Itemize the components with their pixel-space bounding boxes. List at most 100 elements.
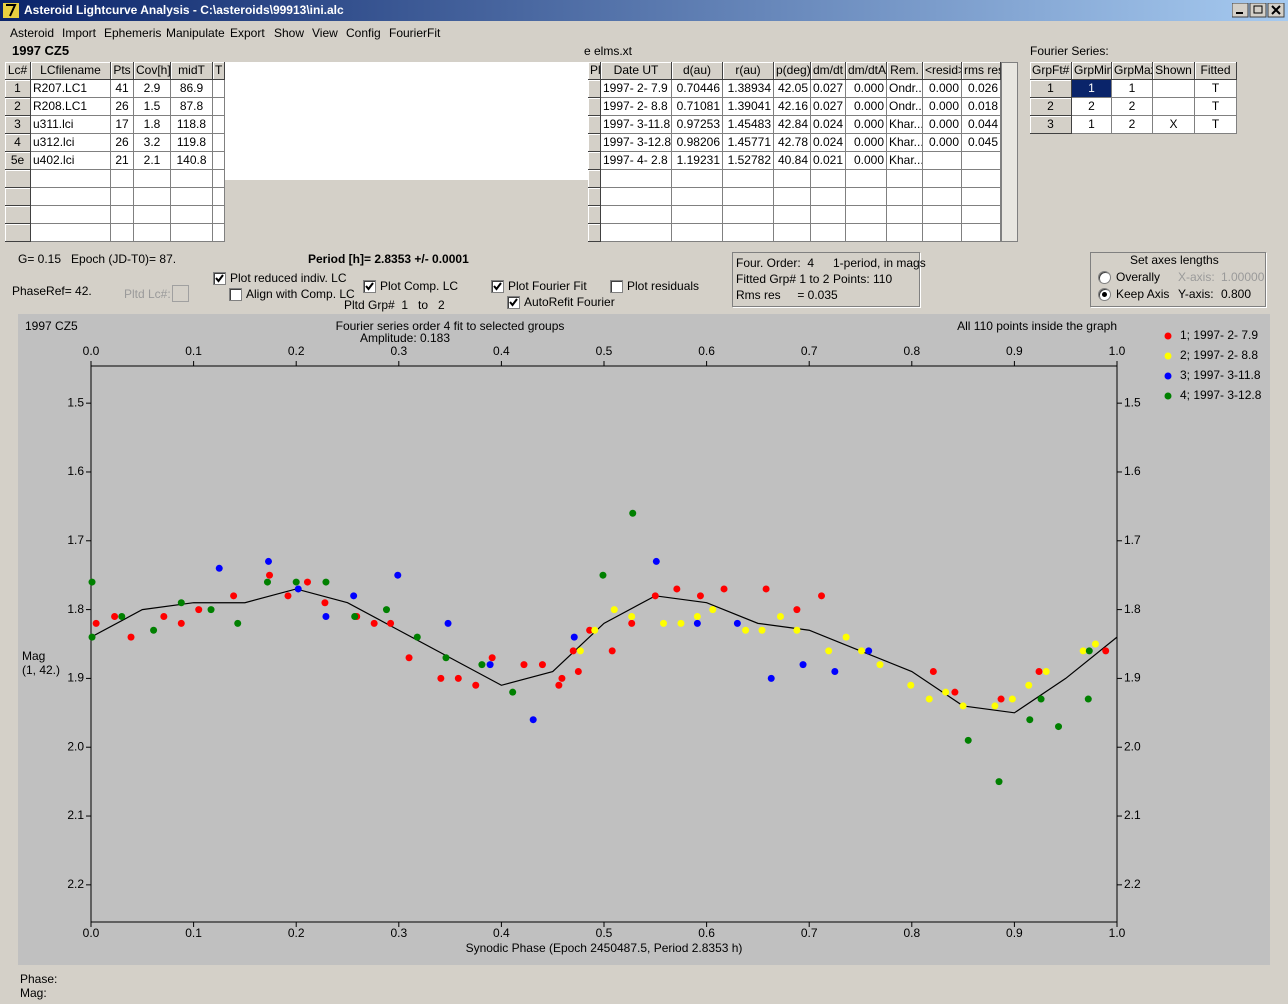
table-cell[interactable]: 0.045: [962, 134, 1001, 152]
table-cell[interactable]: 0.024: [811, 116, 846, 134]
table-cell[interactable]: 0.027: [811, 98, 846, 116]
table-cell[interactable]: [962, 152, 1001, 170]
table-cell[interactable]: [774, 188, 811, 206]
table-cell[interactable]: 40.84: [774, 152, 811, 170]
table-cell[interactable]: 1.39041: [723, 98, 774, 116]
table-cell[interactable]: 41: [111, 80, 134, 98]
table-cell[interactable]: [774, 224, 811, 242]
table-cell[interactable]: [171, 206, 213, 224]
menu-item[interactable]: View: [312, 26, 338, 40]
table-cell[interactable]: 1: [1112, 80, 1153, 98]
table-cell[interactable]: [134, 188, 171, 206]
table-cell[interactable]: 87.8: [171, 98, 213, 116]
row-header[interactable]: 1: [5, 80, 31, 98]
row-header[interactable]: [588, 134, 601, 152]
row-header[interactable]: 3: [5, 116, 31, 134]
table-cell[interactable]: [31, 224, 111, 242]
table-cell[interactable]: 86.9: [171, 80, 213, 98]
table-cell[interactable]: 1.45771: [723, 134, 774, 152]
scrollbar[interactable]: [1001, 62, 1018, 242]
table-cell[interactable]: [672, 170, 723, 188]
table-cell[interactable]: [811, 188, 846, 206]
window-buttons[interactable]: [1232, 3, 1286, 18]
menu-item[interactable]: Config: [346, 26, 381, 40]
table-cell[interactable]: Khar...: [887, 116, 923, 134]
row-header[interactable]: [5, 206, 31, 224]
row-header[interactable]: [588, 224, 601, 242]
table-cell[interactable]: [31, 188, 111, 206]
menu-item[interactable]: Export: [230, 26, 265, 40]
table-cell[interactable]: u312.lci: [31, 134, 111, 152]
table-cell[interactable]: 118.8: [171, 116, 213, 134]
table-cell[interactable]: [213, 152, 225, 170]
table-cell[interactable]: [923, 152, 962, 170]
table-cell[interactable]: 0.018: [962, 98, 1001, 116]
table-cell[interactable]: [31, 170, 111, 188]
row-header[interactable]: [5, 170, 31, 188]
table-cell[interactable]: Khar...: [887, 134, 923, 152]
table-cell[interactable]: 0.021: [811, 152, 846, 170]
table-cell[interactable]: [923, 170, 962, 188]
table-cell[interactable]: [723, 206, 774, 224]
table-cell[interactable]: 1.19231: [672, 152, 723, 170]
table-cell[interactable]: [774, 206, 811, 224]
table-cell[interactable]: 0.71081: [672, 98, 723, 116]
table-cell[interactable]: [846, 224, 887, 242]
row-header[interactable]: 2: [1030, 98, 1072, 116]
row-header[interactable]: [588, 80, 601, 98]
table-cell[interactable]: [111, 188, 134, 206]
table-cell[interactable]: [134, 206, 171, 224]
table-cell[interactable]: 0.000: [923, 116, 962, 134]
table-cell[interactable]: 0.027: [811, 80, 846, 98]
table-cell[interactable]: 42.05: [774, 80, 811, 98]
table-cell[interactable]: 0.000: [923, 134, 962, 152]
table-cell[interactable]: [723, 188, 774, 206]
table-cell[interactable]: 1997- 2- 8.8: [601, 98, 672, 116]
table-cell[interactable]: 0.000: [846, 98, 887, 116]
table-cell[interactable]: [846, 188, 887, 206]
table-cell[interactable]: 1.8: [134, 116, 171, 134]
table-cell[interactable]: 1: [1072, 80, 1112, 98]
table-cell[interactable]: [887, 206, 923, 224]
table-cell[interactable]: [213, 98, 225, 116]
menu-item[interactable]: FourierFit: [389, 26, 441, 40]
table-cell[interactable]: u311.lci: [31, 116, 111, 134]
table-cell[interactable]: [171, 224, 213, 242]
table-cell[interactable]: 1.52782: [723, 152, 774, 170]
table-cell[interactable]: 0.70446: [672, 80, 723, 98]
row-header[interactable]: [588, 170, 601, 188]
table-cell[interactable]: [213, 134, 225, 152]
table-cell[interactable]: [213, 170, 225, 188]
table-cell[interactable]: [723, 170, 774, 188]
table-cell[interactable]: [672, 206, 723, 224]
table-cell[interactable]: T: [1195, 98, 1237, 116]
table-cell[interactable]: [672, 224, 723, 242]
row-header[interactable]: [5, 224, 31, 242]
table-cell[interactable]: 2.9: [134, 80, 171, 98]
row-header[interactable]: [588, 98, 601, 116]
table-cell[interactable]: 1997- 3-11.8: [601, 116, 672, 134]
table-cell[interactable]: [111, 170, 134, 188]
table-cell[interactable]: 140.8: [171, 152, 213, 170]
checkbox[interactable]: [363, 280, 376, 293]
table-cell[interactable]: T: [1195, 116, 1237, 134]
table-cell[interactable]: [846, 170, 887, 188]
table-cell[interactable]: [962, 224, 1001, 242]
table-cell[interactable]: [601, 188, 672, 206]
table-cell[interactable]: [811, 170, 846, 188]
row-header[interactable]: 2: [5, 98, 31, 116]
table-cell[interactable]: [962, 188, 1001, 206]
table-cell[interactable]: [134, 170, 171, 188]
table-cell[interactable]: [213, 224, 225, 242]
table-cell[interactable]: [923, 206, 962, 224]
table-cell[interactable]: 1.38934: [723, 80, 774, 98]
table-cell[interactable]: [111, 224, 134, 242]
table-cell[interactable]: [887, 188, 923, 206]
table-cell[interactable]: 0.000: [846, 80, 887, 98]
table-cell[interactable]: 1997- 3-12.8: [601, 134, 672, 152]
table-cell[interactable]: [111, 206, 134, 224]
table-cell[interactable]: [962, 206, 1001, 224]
table-cell[interactable]: [601, 206, 672, 224]
table-cell[interactable]: 0.026: [962, 80, 1001, 98]
menu-item[interactable]: Manipulate: [166, 26, 225, 40]
